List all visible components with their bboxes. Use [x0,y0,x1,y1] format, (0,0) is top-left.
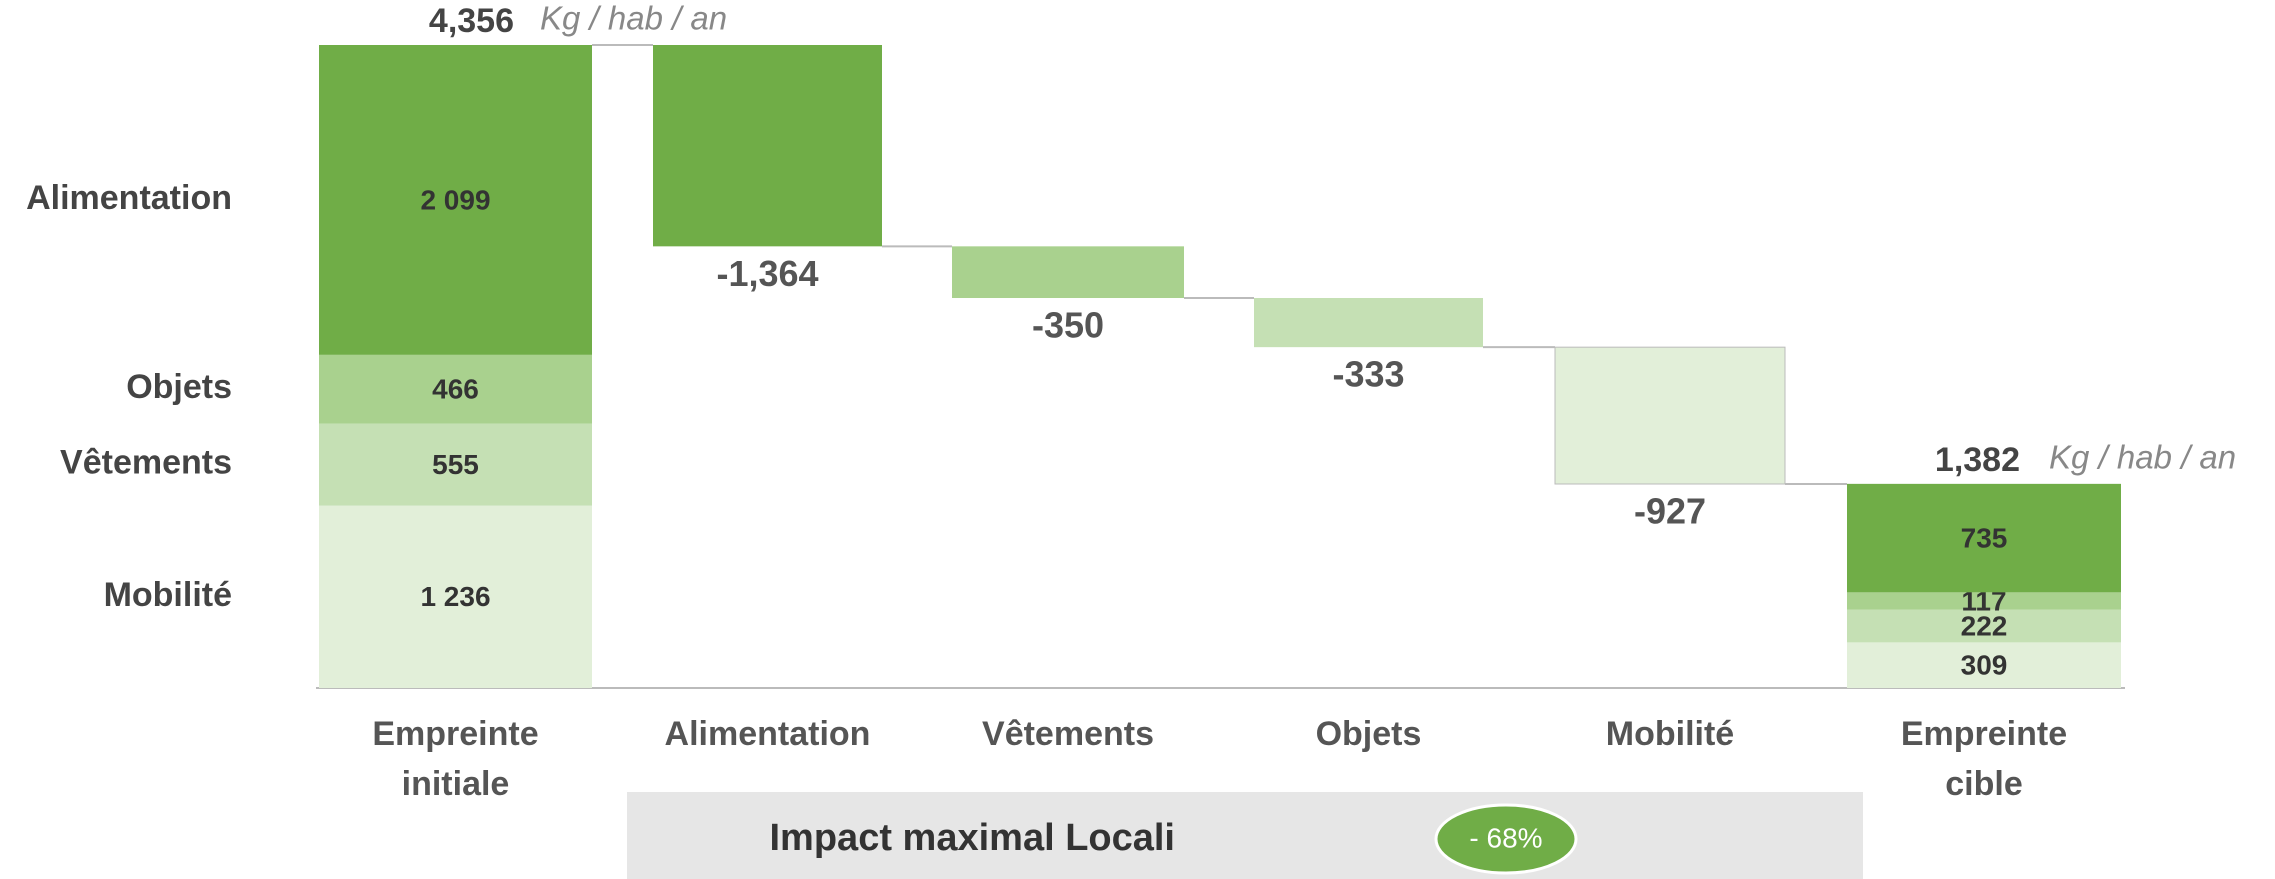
segment-label: 466 [432,374,479,405]
step-label: -927 [1634,491,1706,532]
segment-label: 309 [1961,650,2008,681]
unit-label: Kg / hab / an [2049,439,2236,476]
step-label: -1,364 [716,253,818,294]
footer-box [627,792,1863,879]
category-label: Mobilité [1605,715,1735,753]
category-label: Objets [1315,715,1422,753]
total-label: 1,382 [1935,441,2020,479]
segment [319,354,592,424]
category-label: Vêtements [982,715,1154,753]
segment-label: 1 236 [420,581,490,612]
segment [1847,642,2121,688]
step-bar [1254,298,1483,348]
unit-label: Kg / hab / an [540,0,727,37]
badge [1434,803,1578,875]
step-bar [653,45,882,247]
category-label: Empreinte cible [1900,715,2068,803]
step-bar [952,246,1184,299]
row-label: Vêtements [60,444,232,482]
segment-label: 555 [432,449,479,480]
row-label: Objets [126,368,232,406]
segment-label: 735 [1961,522,2008,553]
total-label: 4,356 [429,2,514,40]
footer-title: Impact maximal Locali [770,817,1176,859]
segment [1847,592,2121,610]
category-label: Alimentation [664,715,871,753]
segment [319,423,592,506]
badge-text: - 68% [1469,822,1542,853]
segment [319,45,592,355]
step-label: -333 [1332,354,1404,395]
step-label: -350 [1032,305,1104,346]
category-label: Empreinte initiale [372,715,539,803]
row-label: Mobilité [104,576,232,614]
segment [1847,609,2121,643]
segment-label: 2 099 [420,184,490,215]
segment [319,505,592,688]
segment [1847,483,2121,593]
step-bar [1554,346,1786,485]
row-label: Alimentation [26,179,232,217]
segment-label: 222 [1961,610,2008,641]
